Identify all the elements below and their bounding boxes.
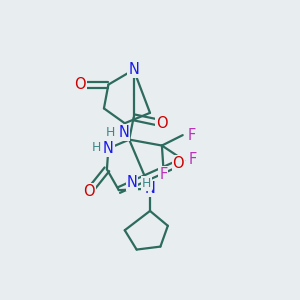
Text: O: O [83, 184, 95, 199]
Text: H: H [92, 140, 101, 154]
Text: N: N [128, 62, 139, 77]
Text: N: N [145, 181, 155, 196]
Text: N: N [103, 141, 114, 156]
Text: F: F [189, 152, 197, 167]
Text: N: N [127, 175, 138, 190]
Text: H: H [141, 177, 151, 190]
Text: N: N [118, 125, 129, 140]
Text: O: O [74, 77, 86, 92]
Text: O: O [172, 156, 184, 171]
Text: F: F [188, 128, 196, 142]
Text: O: O [156, 116, 168, 131]
Text: F: F [159, 167, 167, 182]
Text: H: H [106, 126, 116, 139]
